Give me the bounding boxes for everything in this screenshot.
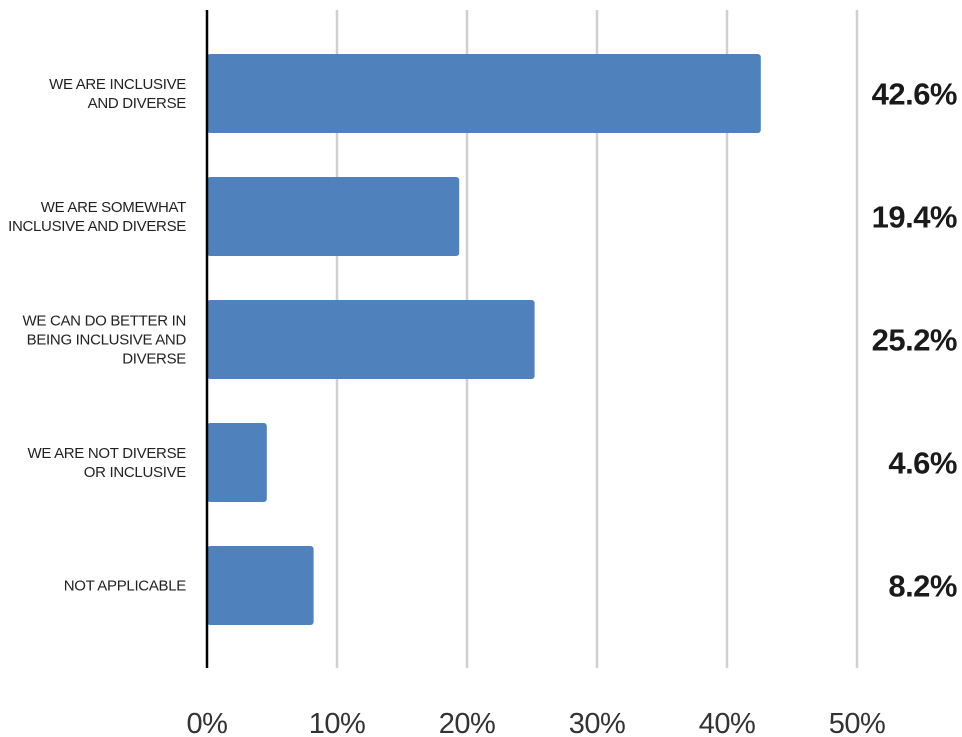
x-tick-label: 20% <box>439 708 496 737</box>
category-label: WE ARE NOT DIVERSE OR INCLUSIVE <box>27 445 186 481</box>
value-label: 4.6% <box>888 446 957 481</box>
category-label: WE ARE SOMEWHAT INCLUSIVE AND DIVERSE <box>8 199 186 235</box>
category-label: WE ARE INCLUSIVE AND DIVERSE <box>49 76 186 112</box>
bar <box>207 177 460 256</box>
bar <box>207 546 314 625</box>
bar <box>207 54 761 133</box>
bar <box>207 423 267 502</box>
value-label: 42.6% <box>872 77 957 112</box>
bars <box>207 54 761 625</box>
value-labels: 42.6% 19.4% 25.2% 4.6% 8.2% <box>872 77 958 604</box>
value-label: 19.4% <box>872 200 957 235</box>
value-label: 8.2% <box>888 569 957 604</box>
x-tick-labels: 0% 10% 20% 30% 40% 50% <box>187 708 886 737</box>
category-label: WE CAN DO BETTER IN BEING INCLUSIVE AND DI… <box>23 313 187 368</box>
bar <box>207 300 535 379</box>
x-tick-label: 0% <box>187 708 228 737</box>
value-label: 25.2% <box>872 323 957 358</box>
x-tick-label: 40% <box>699 708 756 737</box>
category-label: NOT APPLICABLE <box>64 578 187 595</box>
x-tick-label: 50% <box>829 708 886 737</box>
x-tick-label: 10% <box>309 708 366 737</box>
category-labels: WE ARE INCLUSIVE AND DIVERSE WE ARE SOMEWH… <box>8 76 187 595</box>
x-tick-label: 30% <box>569 708 626 737</box>
